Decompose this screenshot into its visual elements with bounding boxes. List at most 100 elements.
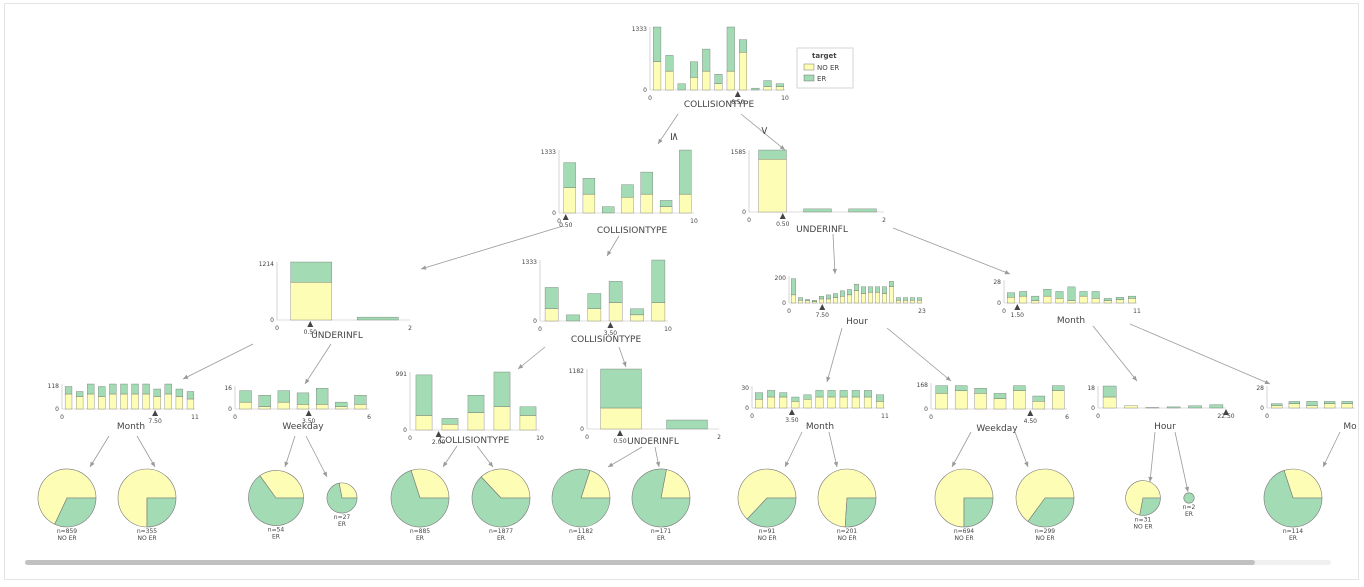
edge-arrowhead <box>1148 476 1153 482</box>
histogram-bar-er <box>826 294 831 300</box>
histogram-bar-er <box>587 293 602 309</box>
histogram-bar-er <box>1052 385 1065 391</box>
edge-arrowhead <box>622 361 627 367</box>
histogram-bar-er <box>64 386 73 395</box>
histogram-bar-no-er <box>186 398 195 410</box>
leaf-sample-count: n=694 <box>954 528 974 535</box>
histogram-bar-er <box>109 383 117 395</box>
split-marker-icon <box>788 409 795 415</box>
horizontal-scrollbar[interactable] <box>25 560 1331 565</box>
split-value-label: 3.50 <box>302 418 316 425</box>
histogram-bar-no-er <box>812 301 817 304</box>
histogram-bar-er <box>1323 401 1336 404</box>
histogram-bar-no-er <box>826 298 831 304</box>
histogram-bar-er <box>1032 395 1046 402</box>
histogram-bar-no-er <box>175 396 183 410</box>
split-value-label: 2.00 <box>432 439 446 446</box>
pie-slice-er <box>844 497 877 528</box>
leaf-sample-count: n=1182 <box>569 528 593 535</box>
histogram-bar-no-er <box>621 197 634 214</box>
histogram-bar-no-er <box>1013 390 1026 410</box>
x-max-tick: 10 <box>536 435 544 442</box>
edge-arrowhead <box>150 461 155 467</box>
histogram-bar-no-er <box>755 399 763 409</box>
x-min-tick: 0 <box>929 414 933 421</box>
split-value-label: 4.50 <box>1024 418 1038 425</box>
pie-slice-er <box>746 497 797 528</box>
histogram-bar-no-er <box>653 61 662 91</box>
histogram-bar-no-er <box>1031 300 1040 304</box>
histogram-bar-er <box>714 74 723 84</box>
histogram-bar-er <box>640 171 653 195</box>
histogram-bar-no-er <box>993 398 1007 410</box>
pie-slice-no-er <box>410 468 450 499</box>
pie-slice-no-er <box>259 470 304 499</box>
pie-slice-er <box>1027 497 1075 528</box>
histogram-bar-er <box>467 395 485 413</box>
histogram-bar-er <box>875 286 880 293</box>
y-max-tick: 18 <box>1087 385 1095 392</box>
split-value-label: 3.50 <box>785 417 799 424</box>
histogram-bar-no-er <box>109 393 117 410</box>
histogram-bar-er <box>896 297 901 301</box>
y-min-tick: 0 <box>742 209 746 216</box>
tree-edges <box>89 113 1341 493</box>
histogram-bar-er <box>882 286 887 294</box>
histogram-bar-no-er <box>98 396 106 410</box>
leaf-sample-count: n=114 <box>1283 528 1303 535</box>
leaf-sample-count: n=1877 <box>489 528 513 535</box>
histogram-bar-er <box>666 419 708 430</box>
edge-line <box>1129 323 1271 385</box>
histogram-bar-er <box>679 149 692 195</box>
histogram-bar-no-er <box>1128 298 1136 304</box>
split-marker-icon <box>617 430 623 436</box>
histogram-bar-no-er <box>316 404 329 410</box>
histogram-bar-no-er <box>1103 300 1112 304</box>
split-feature-label: Weekday <box>282 422 324 432</box>
edge-line <box>1014 431 1029 468</box>
x-max-tick: 11 <box>191 414 199 421</box>
edge-arrowhead <box>952 461 957 467</box>
leaf-class-label: ER <box>1185 511 1193 518</box>
pie-slice-er <box>631 468 691 528</box>
pie-slice-no-er <box>660 469 691 499</box>
histogram-bar-er <box>582 178 596 195</box>
x-min-tick: 0 <box>275 325 279 332</box>
histogram-bar-er <box>290 261 333 283</box>
histogram-bar-no-er <box>798 300 803 304</box>
edge-line <box>304 343 332 385</box>
histogram-bar-er <box>819 296 824 300</box>
histogram-bar-no-er <box>974 393 987 410</box>
histogram-bar-no-er <box>153 396 161 410</box>
legend-title: target <box>812 52 837 60</box>
x-max-tick: 23 <box>918 308 926 315</box>
leaf-class-label: ER <box>416 535 424 542</box>
histogram-bar-no-er <box>779 396 788 409</box>
x-max-tick: 22.50 <box>1217 413 1234 420</box>
histogram-bar-er <box>653 26 662 62</box>
histogram-bar-no-er <box>600 407 642 430</box>
histogram-bar-no-er <box>1032 401 1046 410</box>
histogram-bar-er <box>1288 401 1301 404</box>
histogram-bar-er <box>544 287 559 309</box>
split-feature-label: Hour <box>1154 422 1176 432</box>
histogram-bar-er <box>98 386 106 397</box>
histogram-bar-er <box>1067 286 1076 301</box>
y-max-tick: 1585 <box>731 149 746 156</box>
legend-label-er: ER <box>817 75 826 83</box>
x-min-tick: 0 <box>787 308 791 315</box>
leaf-node-l14: n=2ER <box>1183 492 1196 518</box>
split-node-n2: 1585 00 2 0.50 UNDERINFL <box>731 149 886 235</box>
x-max-tick: 11 <box>1133 308 1141 315</box>
histogram-bar-no-er <box>76 396 84 410</box>
histogram-bar-no-er <box>875 292 880 304</box>
split-feature-label: UNDERINFL <box>627 437 679 447</box>
y-min-tick: 0 <box>1091 405 1095 412</box>
scrollbar-thumb[interactable] <box>25 560 1255 565</box>
histogram-bar-no-er <box>131 393 139 410</box>
histogram-bar-er <box>1103 298 1112 301</box>
